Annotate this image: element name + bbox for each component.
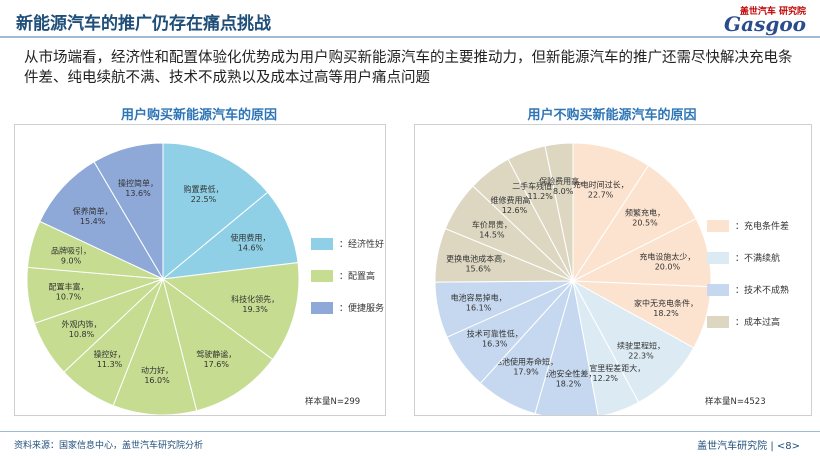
legend-label: ：不满续航 bbox=[735, 254, 781, 264]
page-title: 新能源汽车的推广仍存在痛点挑战 bbox=[16, 14, 271, 34]
legend-label: ：充电条件差 bbox=[735, 222, 790, 232]
footer-divider bbox=[0, 431, 820, 432]
right-pie-chart: 充电时间过长， 22.7% 频繁充电， 20.5% 充电设施太少， 20.0% 家中无充电条… bbox=[434, 142, 712, 415]
slice-label: 保险费用高， 8.0% bbox=[539, 176, 587, 196]
legend-swatch bbox=[311, 269, 333, 282]
legend-swatch bbox=[707, 251, 729, 264]
right-chart-title: 用户不购买新能源汽车的原因 bbox=[527, 108, 697, 123]
pie-slice bbox=[162, 142, 269, 281]
left-chart-panel: 购置费低， 22.5% 使用费用， 14.6% 科技化领先， 19.3% 驾驶静谧， 17.6… bbox=[14, 124, 386, 416]
pie-slice bbox=[112, 277, 198, 415]
left-chart-title: 用户购买新能源汽车的原因 bbox=[120, 108, 277, 123]
slice-label: 电池使用寿命短， 17.9% bbox=[494, 356, 558, 376]
pie-slice bbox=[571, 279, 695, 404]
slice-label: 品牌吸引， 9.0% bbox=[51, 245, 91, 265]
slice-label: 购置费低， 22.5% bbox=[184, 184, 224, 204]
source-note: 资料来源：国家信息中心，盖世汽车研究院分析 bbox=[14, 441, 204, 451]
brand-name: 盖世汽车研究院 bbox=[697, 441, 768, 452]
footer-brand: 盖世汽车研究院 | <8> bbox=[697, 441, 800, 452]
slice-label: 充电设施太少， 20.0% bbox=[639, 252, 695, 272]
slice-label: 保养简单， 15.4% bbox=[73, 206, 113, 226]
pie-slice bbox=[572, 280, 640, 415]
pie-slice bbox=[161, 262, 300, 361]
page-number: <8> bbox=[776, 441, 800, 452]
legend-swatch bbox=[707, 283, 729, 296]
legend-swatch bbox=[707, 315, 729, 328]
legend-swatch bbox=[311, 301, 333, 314]
pie-slice bbox=[572, 142, 650, 283]
slice-label: 家中无充电条件， 18.2% bbox=[634, 298, 698, 318]
legend-item: ：经济性好 bbox=[311, 237, 384, 250]
logo-wordmark: Gasgoo bbox=[724, 12, 806, 36]
slice-label: 操控好， 11.3% bbox=[94, 349, 126, 369]
slice-label: 充电时间过长， 22.7% bbox=[573, 179, 629, 199]
legend-label: ：经济性好 bbox=[339, 240, 385, 250]
slice-label: 实际官宣里程差距大， 12.2% bbox=[565, 363, 645, 383]
slice-label: 频繁充电， 20.5% bbox=[625, 208, 665, 228]
pie-slice bbox=[93, 142, 164, 281]
left-sample-size: 样本量N=299 bbox=[305, 397, 361, 407]
legend-item: ：成本过高 bbox=[707, 315, 780, 328]
pie-slice bbox=[162, 277, 274, 412]
legend-item: ：便捷服务 bbox=[311, 301, 384, 314]
slice-label: 电池安全性差， 18.2% bbox=[540, 368, 596, 388]
slice-label: 二手车残值低， 11.2% bbox=[512, 181, 568, 201]
slice-label: 续驶里程短， 22.3% bbox=[617, 341, 665, 361]
slice-label: 驾驶静谧， 17.6% bbox=[196, 349, 236, 369]
slice-label: 技术可靠性低， 16.3% bbox=[467, 329, 523, 349]
slice-label: 维修费用高， 12.6% bbox=[490, 195, 538, 215]
legend-item: ：配置高 bbox=[311, 269, 375, 282]
slice-label: 动力好， 16.0% bbox=[141, 365, 173, 385]
legend-label: ：配置高 bbox=[339, 272, 376, 282]
slice-label: 更换电池成本高， 15.6% bbox=[446, 254, 510, 274]
slice-label: 车价昂贵， 14.5% bbox=[472, 219, 512, 239]
slice-label: 使用费用， 14.6% bbox=[230, 232, 270, 252]
slice-label: 操控简单， 13.6% bbox=[118, 178, 158, 198]
slice-label: 电池容易掉电， 16.1% bbox=[451, 292, 507, 312]
pie-slice bbox=[39, 161, 165, 281]
gasgoo-logo: 盖世汽车 研究院 Gasgoo bbox=[710, 4, 806, 36]
legend-label: ：技术不成熟 bbox=[735, 286, 790, 296]
right-chart-panel: 充电时间过长， 22.7% 频繁充电， 20.5% 充电设施太少， 20.0% 家中无充电条… bbox=[414, 124, 812, 416]
legend-item: ：充电条件差 bbox=[707, 219, 789, 232]
logo-tagline: 盖世汽车 研究院 bbox=[739, 7, 806, 17]
slice-label: 配置丰富， 10.7% bbox=[49, 282, 89, 302]
slice-label: 外观内饰， 10.8% bbox=[62, 319, 102, 339]
legend-item: ：技术不成熟 bbox=[707, 283, 789, 296]
legend-label: ：便捷服务 bbox=[339, 304, 385, 314]
pie-slice bbox=[544, 142, 574, 282]
legend-label: ：成本过高 bbox=[735, 318, 781, 328]
legend-swatch bbox=[707, 219, 729, 232]
slice-label: 科技化领先， 19.3% bbox=[231, 294, 279, 314]
legend-swatch bbox=[311, 237, 333, 250]
header-divider bbox=[0, 36, 820, 38]
legend-item: ：不满续航 bbox=[707, 251, 780, 264]
right-sample-size: 样本量N=4523 bbox=[705, 397, 766, 407]
left-pie-chart: 购置费低， 22.5% 使用费用， 14.6% 科技化领先， 19.3% 驾驶静谧， 17.6… bbox=[26, 142, 300, 415]
intro-text: 从市场端看，经济性和配置体验化优势成为用户购买新能源汽车的主要推动力，但新能源汽… bbox=[24, 50, 793, 86]
